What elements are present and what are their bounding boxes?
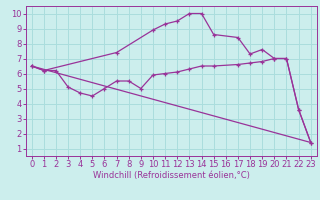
X-axis label: Windchill (Refroidissement éolien,°C): Windchill (Refroidissement éolien,°C) <box>93 171 250 180</box>
